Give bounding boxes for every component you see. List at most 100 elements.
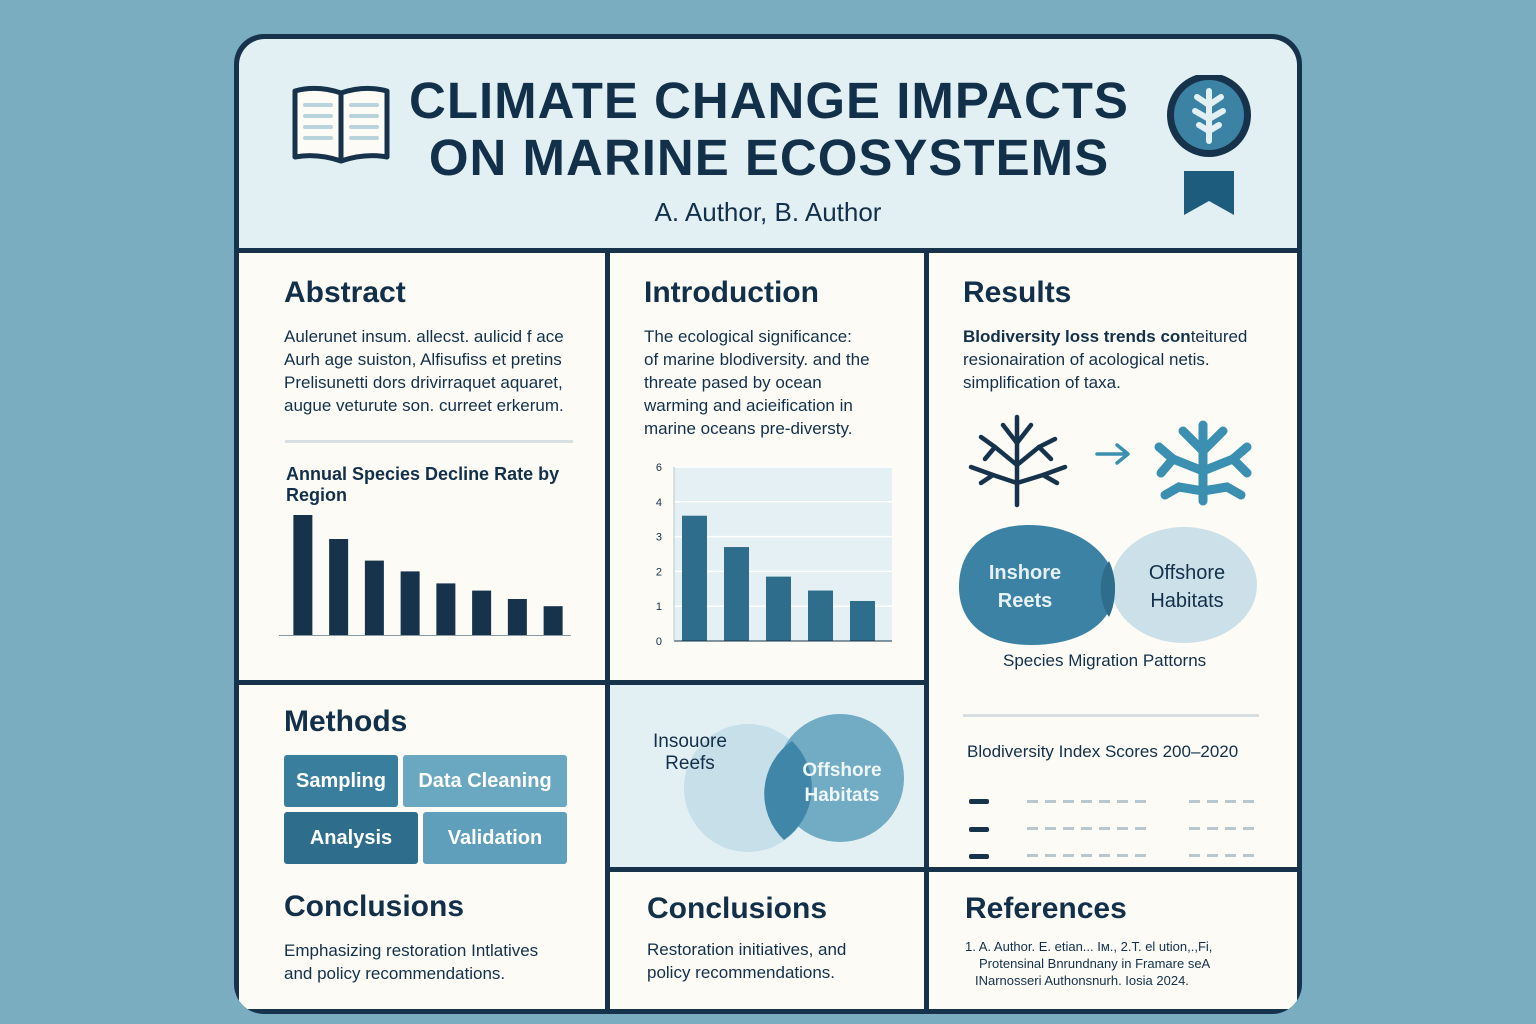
introduction-line: warming and acieification in — [644, 396, 853, 415]
arrow-right-icon — [1095, 443, 1130, 465]
reef-habitat-venn-diagram: Insouore Reefs Offshore Habitats — [653, 714, 904, 852]
venn-left-line2: Reets — [998, 590, 1052, 612]
index-placeholder-row — [1027, 800, 1153, 803]
bar — [808, 590, 833, 641]
results-text: Blodiversity loss trends conteitured res… — [963, 325, 1247, 394]
venn-caption: Species Migration Pattorns — [1003, 651, 1207, 670]
results-panel: Results Blodiversity loss trends conteit… — [929, 253, 1297, 867]
method-step-analysis: Analysis — [284, 812, 418, 864]
introduction-line: marine oceans pre-diversty. — [644, 419, 853, 438]
bar — [543, 606, 563, 635]
divider — [963, 714, 1259, 717]
abstract-panel: Abstract Aulerunet insum. allecst. aulic… — [239, 253, 605, 680]
bar — [329, 539, 349, 635]
results-line: resionairation of acological netis. — [963, 350, 1210, 369]
migration-venn-diagram: Inshore Reets Offshore Habitats — [959, 525, 1257, 645]
abstract-line: Aulerunet insum. allecst. aulicid f ace — [284, 327, 564, 346]
y-tick-label: 1 — [656, 601, 662, 613]
conclusions-mid-panel: Conclusions Restoration initiatives, and… — [610, 872, 924, 1009]
poster-header: CLIMATE CHANGE IMPACTS ON MARINE ECOSYST… — [239, 39, 1297, 248]
bar — [293, 515, 313, 635]
bar — [850, 600, 875, 641]
results-lead-rest: teitured — [1190, 327, 1248, 346]
coral-award-badge-icon — [1167, 75, 1251, 215]
index-bullet — [969, 854, 989, 859]
inshore-circle — [959, 525, 1115, 645]
methods-heading: Methods — [284, 705, 408, 738]
chart1-title-line: Region — [286, 485, 347, 505]
results-lead-bold: Blodiversity loss trends con — [963, 327, 1191, 346]
index-placeholder-row — [1189, 800, 1255, 803]
divider — [285, 440, 573, 443]
intro-bar-chart: 0 1 2 3 4 6 — [656, 462, 892, 648]
bar — [766, 576, 791, 641]
bar — [724, 547, 749, 641]
chart1-title: Annual Species Decline Rate by Region — [286, 464, 559, 506]
venn-left-line1: Inshore — [989, 562, 1061, 584]
index-placeholder-row — [1189, 854, 1255, 857]
conclusions-line: Restoration initiatives, and — [647, 940, 847, 959]
conclusions-heading: Conclusions — [647, 892, 828, 925]
methods-panel: Methods Sampling Data Cleaning Analysis … — [239, 685, 605, 1009]
introduction-line: of marine blodiversity. and the — [644, 350, 870, 369]
offshore-circle — [1111, 527, 1257, 643]
introduction-line: The ecological significance: — [644, 327, 852, 346]
y-tick-label: 2 — [656, 566, 662, 578]
venn-right-line1: Offshore — [1149, 562, 1225, 584]
index-placeholder-row — [1027, 854, 1153, 857]
reference-item: INarnosseri Authonsnurh. Iosia 2024. — [975, 973, 1189, 988]
y-tick-label: 6 — [656, 462, 662, 474]
results-heading: Results — [963, 276, 1072, 309]
conclusions-line: policy recommendations. — [647, 963, 836, 982]
introduction-text: The ecological significance: of marine b… — [644, 325, 870, 440]
reference-item: Protensinal Bnrundnany in Framare seA — [979, 956, 1211, 971]
poster: CLIMATE CHANGE IMPACTS ON MARINE ECOSYST… — [234, 34, 1302, 1014]
index-bullet — [969, 827, 989, 832]
abstract-heading: Abstract — [284, 276, 406, 309]
index-placeholder-row — [1189, 827, 1255, 830]
conclusions-heading: Conclusions — [284, 890, 465, 923]
conclusions-text: Emphasizing restoration Intlatives and p… — [284, 939, 538, 985]
abstract-line: Aurh age suiston, Alfisufiss et pretins — [284, 350, 562, 369]
reference-item: 1. A. Author. E. etian... Iᴍ., 2.T. el u… — [965, 939, 1213, 954]
healthy-coral-icon — [968, 414, 1068, 508]
results-lead-line: Blodiversity loss trends conteitured — [963, 325, 1247, 348]
species-decline-bar-chart — [279, 515, 571, 636]
references-list: 1. A. Author. E. etian... Iᴍ., 2.T. el u… — [965, 938, 1212, 989]
method-step-validation: Validation — [423, 812, 567, 864]
venn-left-line1: Insouore — [653, 731, 727, 752]
venn-left-line2: Reefs — [665, 753, 715, 774]
y-tick-label: 3 — [656, 532, 662, 544]
references-heading: References — [965, 892, 1127, 925]
abstract-line: augue veturute son. curreet erkerum. — [284, 396, 564, 415]
method-step-data-cleaning: Data Cleaning — [403, 755, 567, 807]
bar — [507, 599, 527, 635]
bar — [472, 590, 492, 635]
offshore-circle — [776, 714, 904, 842]
y-tick-label: 4 — [656, 497, 662, 509]
venn-right-line1: Offshore — [802, 760, 881, 781]
title-line-2: ON MARINE ECOSYSTEMS — [428, 129, 1110, 186]
introduction-line: threate pased by ocean — [644, 373, 822, 392]
venn-panel: Insouore Reefs Offshore Habitats — [610, 685, 924, 867]
abstract-text: Aulerunet insum. allecst. aulicid f ace … — [284, 325, 564, 417]
chart1-title-line: Annual Species Decline Rate by — [286, 464, 560, 484]
index-placeholder-row — [1027, 827, 1153, 830]
abstract-line: Prelisunetti dors drivirraquet aquaret, — [284, 373, 563, 392]
references-panel: References 1. A. Author. E. etian... Iᴍ.… — [929, 872, 1297, 1009]
conclusions-text: Restoration initiatives, and policy reco… — [647, 938, 846, 984]
index-title: Blodiversity Index Scores 200–2020 — [967, 742, 1239, 761]
bar — [364, 560, 384, 635]
bar — [400, 571, 420, 635]
conclusions-line: and policy recommendations. — [284, 964, 506, 983]
introduction-heading: Introduction — [644, 276, 819, 309]
conclusions-line: Emphasizing restoration Intlatives — [284, 941, 539, 960]
y-tick-label: 0 — [656, 636, 662, 648]
bar — [682, 515, 707, 641]
venn-right-line2: Habitats — [1150, 590, 1223, 612]
open-book-icon — [292, 85, 390, 164]
results-line: simplification of taxa. — [963, 373, 1121, 392]
index-bullet — [969, 799, 989, 804]
venn-right-line2: Habitats — [805, 785, 880, 806]
title-line-1: CLIMATE CHANGE IMPACTS — [409, 72, 1129, 129]
